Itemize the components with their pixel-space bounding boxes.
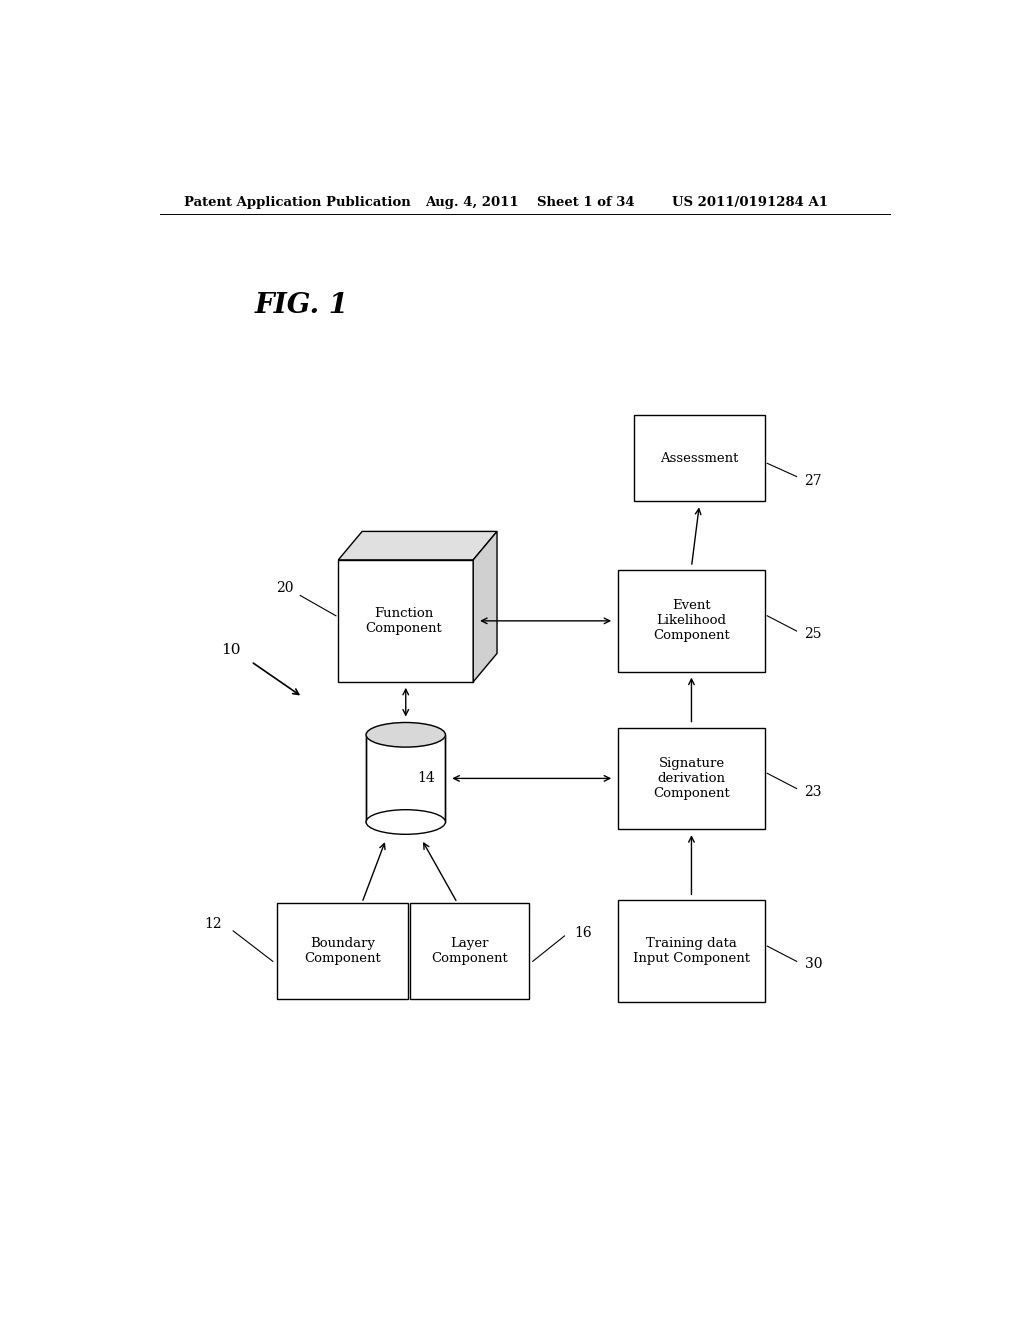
FancyBboxPatch shape [618,570,765,672]
Text: 14: 14 [418,771,435,785]
Text: 27: 27 [805,474,822,487]
FancyBboxPatch shape [634,414,765,502]
FancyBboxPatch shape [618,900,765,1002]
Ellipse shape [367,809,445,834]
Polygon shape [473,532,497,682]
Text: Sheet 1 of 34: Sheet 1 of 34 [537,195,634,209]
FancyBboxPatch shape [618,727,765,829]
Polygon shape [338,560,473,682]
FancyBboxPatch shape [410,903,528,999]
Text: Boundary
Component: Boundary Component [304,937,381,965]
Text: Training data
Input Component: Training data Input Component [633,937,750,965]
Text: 10: 10 [221,643,241,657]
Text: 25: 25 [805,627,822,642]
Text: 16: 16 [574,925,593,940]
Text: Layer
Component: Layer Component [431,937,508,965]
Polygon shape [338,532,497,560]
Text: Event
Likelihood
Component: Event Likelihood Component [653,599,730,643]
Text: Aug. 4, 2011: Aug. 4, 2011 [426,195,519,209]
Text: 20: 20 [275,581,293,595]
Text: Assessment: Assessment [660,451,738,465]
Bar [367,735,445,822]
Text: Function
Component: Function Component [365,607,441,635]
Text: Signature
derivation
Component: Signature derivation Component [653,756,730,800]
Text: Patent Application Publication: Patent Application Publication [183,195,411,209]
Text: 12: 12 [205,917,222,931]
Text: 30: 30 [805,957,822,972]
Text: US 2011/0191284 A1: US 2011/0191284 A1 [672,195,827,209]
FancyBboxPatch shape [276,903,408,999]
Ellipse shape [367,722,445,747]
Text: FIG. 1: FIG. 1 [255,292,349,319]
Text: 23: 23 [805,784,822,799]
